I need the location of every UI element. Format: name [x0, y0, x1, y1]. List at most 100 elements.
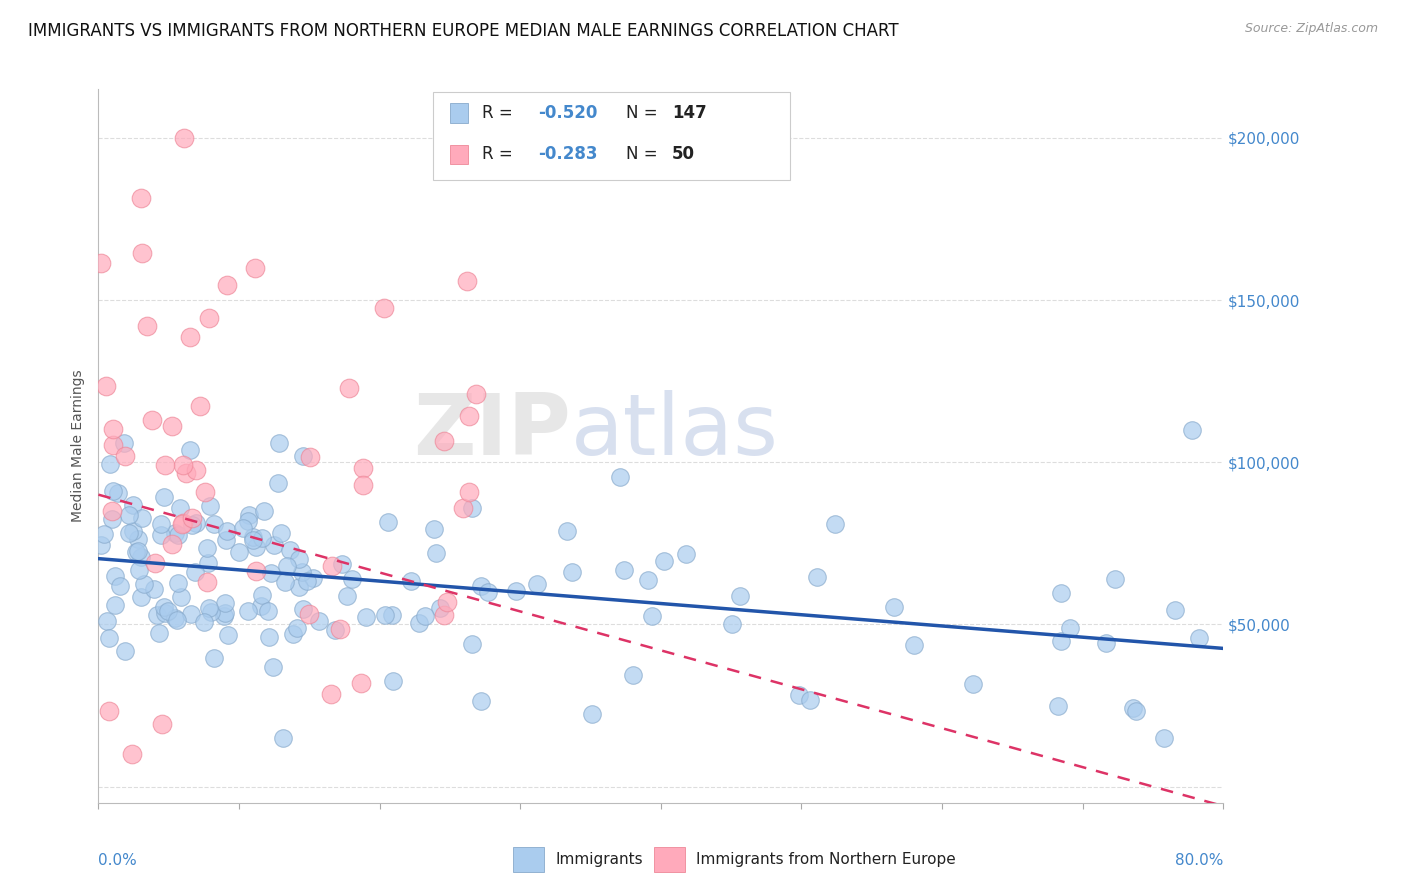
Point [654, 554, 676, 568]
Point [464, 387, 486, 401]
Text: Source: ZipAtlas.com: Source: ZipAtlas.com [1244, 22, 1378, 36]
Point [118, 526, 141, 541]
Point [298, 450, 321, 464]
Point [555, 524, 578, 538]
Point [292, 602, 315, 616]
Point [104, 568, 127, 582]
Point [413, 609, 436, 624]
Point [295, 574, 318, 588]
Point [90, 538, 112, 552]
Point [148, 626, 170, 640]
Point [451, 500, 474, 515]
Point [787, 688, 810, 702]
Point [399, 574, 422, 588]
Point [461, 500, 484, 515]
Point [131, 511, 153, 525]
Point [180, 607, 202, 621]
Point [1046, 698, 1069, 713]
Point [141, 413, 163, 427]
Point [269, 436, 291, 450]
Text: ZIP: ZIP [413, 390, 571, 474]
Point [90, 255, 112, 269]
Point [373, 301, 395, 316]
Point [143, 582, 166, 597]
Text: Immigrants: Immigrants [555, 853, 643, 867]
Point [377, 515, 399, 529]
Point [193, 615, 215, 629]
Point [128, 563, 150, 577]
Text: 80.0%: 80.0% [1175, 853, 1223, 868]
Text: Immigrants from Northern Europe: Immigrants from Northern Europe [696, 853, 956, 867]
Point [232, 521, 254, 535]
Point [238, 514, 260, 528]
Point [172, 516, 194, 531]
Point [173, 131, 195, 145]
Point [349, 675, 371, 690]
Point [288, 552, 311, 566]
Point [103, 483, 125, 498]
Point [1104, 573, 1126, 587]
Point [1059, 621, 1081, 635]
Point [143, 556, 166, 570]
Point [150, 717, 173, 731]
Point [200, 606, 222, 620]
Point [883, 599, 905, 614]
Point [228, 545, 250, 559]
Point [245, 540, 267, 554]
Point [374, 608, 396, 623]
Point [436, 594, 458, 608]
Point [121, 747, 143, 761]
Point [153, 607, 176, 621]
Point [433, 608, 456, 623]
Point [253, 504, 276, 518]
Point [131, 550, 153, 565]
Point [98, 631, 121, 645]
Point [98, 457, 121, 471]
Point [461, 637, 484, 651]
Point [526, 576, 548, 591]
Point [186, 463, 208, 477]
Point [728, 589, 751, 603]
Point [121, 524, 143, 539]
Point [118, 508, 141, 522]
Point [217, 524, 239, 539]
Point [93, 527, 115, 541]
Point [1122, 700, 1144, 714]
Point [799, 693, 821, 707]
Point [236, 604, 259, 618]
Point [134, 577, 156, 591]
Point [1188, 632, 1211, 646]
Text: -0.520: -0.520 [538, 104, 598, 122]
Point [581, 707, 603, 722]
Point [167, 576, 190, 591]
Point [114, 449, 136, 463]
Point [198, 499, 221, 513]
Point [321, 558, 343, 573]
Point [270, 526, 292, 541]
Point [215, 278, 238, 293]
Point [170, 516, 193, 531]
Point [505, 583, 527, 598]
Point [96, 615, 118, 629]
Point [271, 731, 294, 745]
Point [342, 572, 364, 586]
Point [195, 575, 218, 590]
Point [329, 623, 352, 637]
Point [425, 546, 447, 560]
Point [1049, 634, 1071, 648]
Text: IMMIGRANTS VS IMMIGRANTS FROM NORTHERN EUROPE MEDIAN MALE EARNINGS CORRELATION C: IMMIGRANTS VS IMMIGRANTS FROM NORTHERN E… [28, 22, 898, 40]
Point [287, 580, 309, 594]
Point [274, 575, 297, 590]
Point [195, 541, 218, 555]
Point [319, 687, 342, 701]
Point [217, 628, 239, 642]
Point [903, 638, 925, 652]
Text: atlas: atlas [571, 390, 779, 474]
Point [641, 609, 664, 624]
Point [408, 615, 430, 630]
Point [190, 399, 212, 413]
Point [339, 381, 361, 395]
Point [166, 613, 188, 627]
Point [212, 609, 235, 624]
Point [163, 610, 186, 624]
